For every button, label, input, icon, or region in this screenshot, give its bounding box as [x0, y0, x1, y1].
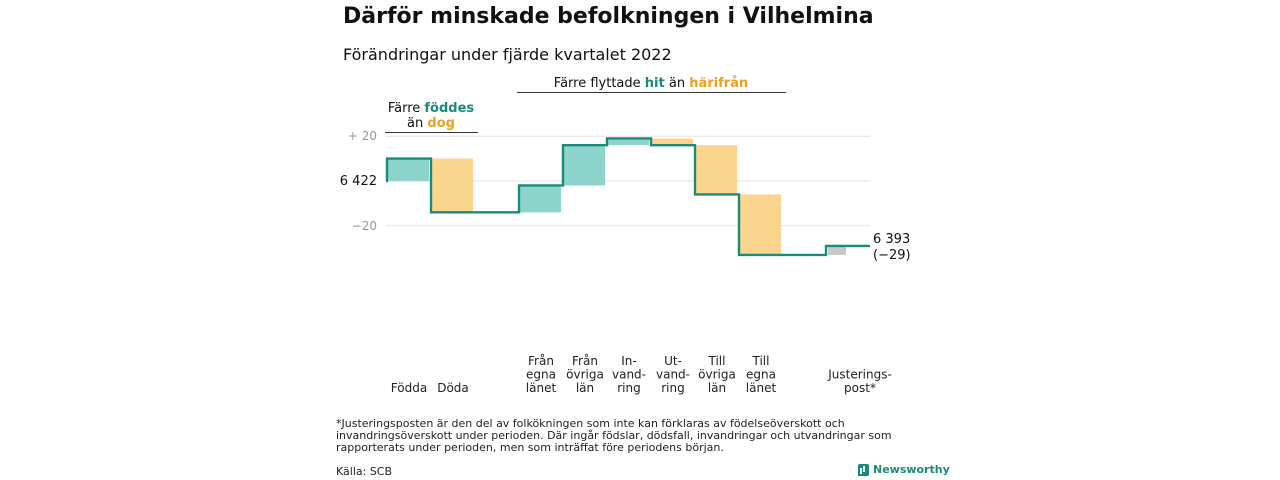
end-value-label: 6 393 — [873, 232, 910, 247]
waterfall-step-line — [385, 137, 870, 257]
x-category-label: län — [576, 381, 594, 395]
x-category-label: län — [708, 381, 726, 395]
x-category-label: Från — [528, 354, 554, 368]
group-label-births-line2: än dog — [407, 116, 455, 131]
y-tick-label: −20 — [352, 219, 377, 233]
x-category-label: länet — [526, 381, 557, 395]
source-label: Källa: SCB — [336, 465, 393, 478]
x-category-label: Ut- — [664, 354, 682, 368]
x-category-label: övriga — [698, 368, 736, 382]
x-category-label: vand- — [656, 368, 690, 382]
x-category-label: Till — [708, 354, 726, 368]
brand-logo: Newsworthy — [858, 463, 950, 476]
x-category-label: Döda — [437, 381, 469, 395]
footnote: *Justeringsposten är den del av folkökni… — [336, 417, 892, 454]
x-category-label: Justerings- — [827, 368, 892, 382]
x-category-label: In- — [621, 354, 636, 368]
x-category-label: egna — [526, 368, 556, 382]
x-category-label: post* — [844, 381, 876, 395]
x-category-label: Till — [752, 354, 770, 368]
newsworthy-icon — [858, 463, 869, 476]
x-category-label: ring — [617, 381, 641, 395]
waterfall-bar — [607, 138, 649, 146]
chart-subtitle: Förändringar under fjärde kvartalet 2022 — [343, 45, 672, 64]
waterfall-bar — [828, 245, 846, 255]
x-category-label: Födda — [391, 381, 427, 395]
y-tick-label: + 20 — [348, 129, 377, 143]
start-value-label: 6 422 — [340, 174, 377, 189]
waterfall-bar — [431, 158, 473, 213]
waterfall-bar — [563, 145, 605, 186]
waterfall-bar — [651, 138, 693, 146]
x-category-label: länet — [746, 381, 777, 395]
waterfall-bar — [695, 145, 737, 195]
group-label-migration: Färre flyttade hit än härifrån — [554, 76, 748, 91]
waterfall-bar — [739, 194, 781, 255]
x-category-label: övriga — [566, 368, 604, 382]
chart-title: Därför minskade befolkningen i Vilhelmin… — [343, 4, 874, 29]
group-label-births-line1: Färre föddes — [388, 101, 475, 116]
waterfall-bar — [387, 158, 429, 181]
x-category-label: egna — [746, 368, 776, 382]
waterfall-bar — [519, 185, 561, 213]
x-category-label: ring — [661, 381, 685, 395]
end-change-label: (−29) — [873, 248, 911, 263]
brand-name: Newsworthy — [873, 463, 950, 476]
x-category-label: vand- — [612, 368, 646, 382]
x-category-label: Från — [572, 354, 598, 368]
